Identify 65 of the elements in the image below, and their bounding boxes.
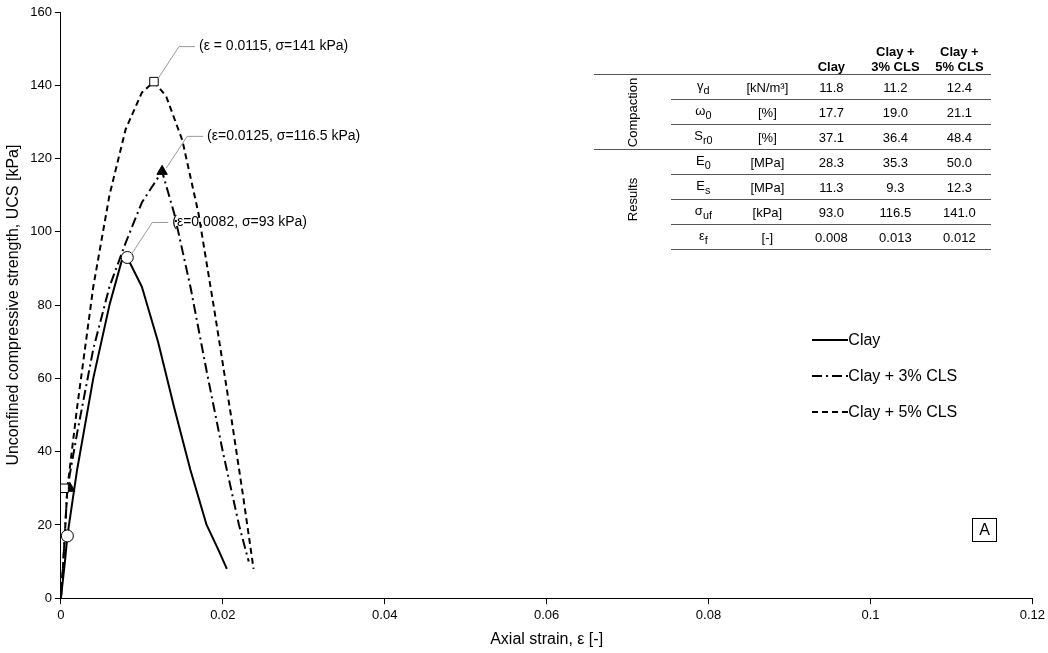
annotation: ω$_{0}$ xyxy=(671,99,736,125)
annotation: 35.3 xyxy=(863,149,928,175)
x-tick-label: 0.08 xyxy=(695,606,722,622)
x-tick-label: 0 xyxy=(57,606,65,622)
annotation: 93.0 xyxy=(799,199,864,225)
annotation: [kPa] xyxy=(735,199,800,225)
category-label: Results xyxy=(625,178,641,222)
x-tick-label: 0.02 xyxy=(210,606,236,622)
legend-label: Clay + 3% CLS xyxy=(848,367,958,385)
y-tick-label: 140 xyxy=(30,76,52,92)
annotation: 116.5 xyxy=(863,199,928,225)
annotation: E$_{0}$ xyxy=(671,149,736,175)
legend-label: Clay + 5% CLS xyxy=(848,403,958,421)
annotation: [MPa] xyxy=(735,174,800,200)
category-label: Clay + 5% CLS xyxy=(934,43,985,75)
annotation: [%] xyxy=(735,124,800,150)
annotation: 50.0 xyxy=(927,149,992,175)
annotation: (ε=0.0082, σ=93 kPa) xyxy=(172,213,308,230)
annotation: 37.1 xyxy=(799,124,864,150)
x-tick-label: 0.1 xyxy=(861,606,880,622)
annotation: S$_{r0}$ xyxy=(671,124,736,150)
annotation: [kN/m³] xyxy=(735,74,800,100)
annotation: [%] xyxy=(735,99,800,125)
category-label: Compaction xyxy=(625,77,641,147)
annotation: 28.3 xyxy=(799,149,864,175)
annotation: (ε = 0.0115, σ=141 kPa) xyxy=(198,37,349,54)
annotation: (ε=0.0125, σ=116.5 kPa) xyxy=(207,127,361,144)
annotation: 141.0 xyxy=(927,199,992,225)
annotation: ε$_{f}$ xyxy=(671,224,736,250)
category-label: Clay xyxy=(816,58,847,75)
annotation: 19.0 xyxy=(863,99,928,125)
x-axis-title: Axial strain, ε [-] xyxy=(490,629,604,647)
annotation: 36.4 xyxy=(863,124,928,150)
y-tick-label: 20 xyxy=(37,516,52,532)
annotation: E$_{s}$ xyxy=(671,174,736,200)
annotation: 11.8 xyxy=(799,74,864,100)
annotation: 0.012 xyxy=(927,224,992,250)
category-label: Clay + 3% CLS xyxy=(870,43,921,75)
x-tick-label: 0.12 xyxy=(1019,606,1046,622)
annotation: A xyxy=(972,518,998,543)
y-tick-label: 80 xyxy=(37,296,52,312)
annotation: 11.2 xyxy=(863,74,928,100)
y-tick-label: 60 xyxy=(37,369,52,385)
annotation: 17.7 xyxy=(799,99,864,125)
annotation: 48.4 xyxy=(927,124,992,150)
annotation: [MPa] xyxy=(735,149,800,175)
x-tick-label: 0.06 xyxy=(533,606,560,622)
y-axis-title: Unconfined compressive strength, UCS [kPa] xyxy=(4,144,22,466)
annotation: 0.008 xyxy=(799,224,864,250)
y-tick-label: 0 xyxy=(44,589,52,605)
x-tick-label: 0.04 xyxy=(372,606,398,622)
annotation: 21.1 xyxy=(927,99,992,125)
y-tick-label: 160 xyxy=(30,3,52,19)
legend-label: Clay xyxy=(848,331,881,349)
annotation: 0.013 xyxy=(863,224,928,250)
annotation: γ$_{d}$ xyxy=(671,74,736,100)
y-tick-label: 100 xyxy=(30,223,52,239)
annotation: 11.3 xyxy=(799,174,864,200)
annotation: σ$_{uf}$ xyxy=(671,199,736,225)
y-tick-label: 120 xyxy=(30,150,52,166)
annotation: 12.3 xyxy=(927,174,992,200)
annotation: 12.4 xyxy=(927,74,992,100)
annotation: [-] xyxy=(735,224,800,250)
annotation: 9.3 xyxy=(863,174,928,200)
y-tick-label: 40 xyxy=(37,443,52,459)
